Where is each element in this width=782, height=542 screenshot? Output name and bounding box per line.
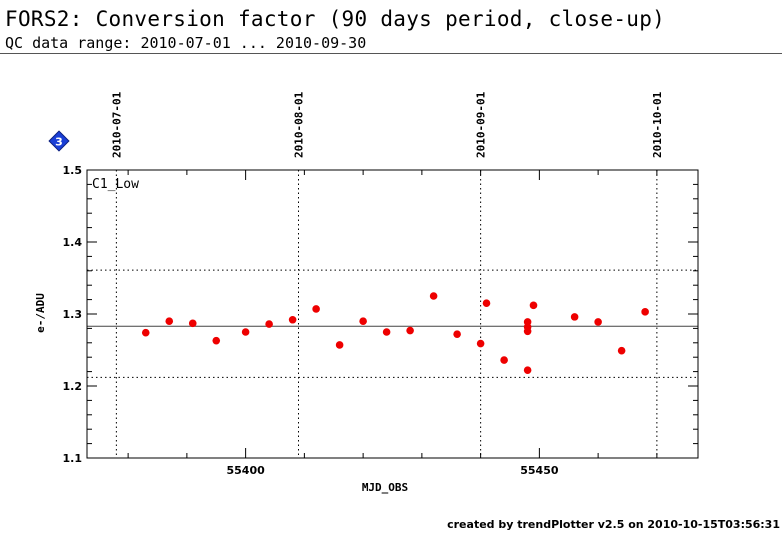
plot-frame	[86, 169, 699, 459]
y-tick-label: 1.4	[63, 236, 83, 249]
data-point	[523, 318, 532, 326]
data-point	[212, 336, 221, 345]
y-tick-label: 1.5	[63, 164, 83, 177]
x-tick-label: 55400	[226, 464, 265, 477]
x-tick-label: 55450	[520, 464, 559, 477]
panel-label: C1_Low	[92, 177, 139, 192]
diamond-icon[interactable]: 3	[48, 130, 70, 152]
y-tick-label: 1.3	[63, 308, 83, 321]
data-point	[594, 318, 602, 326]
data-point	[241, 328, 250, 336]
y-tick-label: 1.2	[63, 380, 83, 393]
x-axis-label: MJD_OBS	[362, 481, 408, 494]
data-point	[453, 330, 461, 338]
data-point	[500, 356, 508, 364]
data-point	[165, 317, 174, 326]
data-point	[312, 305, 320, 313]
data-point	[529, 301, 538, 310]
axis-ticks: 55400 55450 1.1 1.2 1.3 1.4 1.5	[63, 164, 698, 477]
data-point	[641, 308, 649, 316]
data-point	[141, 328, 150, 337]
chart-guides: 2010-07-01 2010-08-01 2010-09-01 2010-10-01	[87, 91, 698, 458]
header-divider	[0, 53, 782, 54]
y-tick-label: 1.1	[63, 452, 83, 465]
data-point	[265, 320, 273, 328]
date-marker-label: 2010-10-01	[651, 91, 664, 158]
data-point	[406, 326, 414, 335]
data-point	[482, 299, 491, 308]
y-axis-label: e-/ADU	[34, 293, 47, 333]
data-point	[523, 366, 532, 374]
data-point	[335, 341, 344, 349]
data-point	[570, 313, 579, 321]
plot-frame-rect	[86, 169, 699, 459]
date-marker-label: 2010-08-01	[293, 91, 306, 158]
data-points	[141, 292, 649, 374]
date-marker-label: 2010-09-01	[475, 91, 488, 158]
data-point	[429, 292, 438, 300]
data-point	[288, 315, 297, 324]
footer-credit: created by trendPlotter v2.5 on 2010-10-…	[447, 518, 780, 531]
data-point	[359, 317, 367, 326]
data-point	[382, 328, 391, 336]
data-point	[188, 319, 197, 328]
page-subtitle: QC data range: 2010-07-01 ... 2010-09-30	[5, 34, 367, 52]
data-point	[476, 339, 485, 348]
page-title: FORS2: Conversion factor (90 days period…	[5, 7, 666, 31]
data-point	[617, 346, 626, 355]
date-marker-label: 2010-07-01	[110, 91, 123, 158]
badge-label: 3	[55, 136, 63, 149]
